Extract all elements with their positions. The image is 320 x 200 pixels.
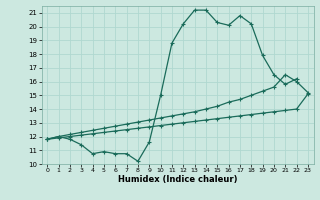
X-axis label: Humidex (Indice chaleur): Humidex (Indice chaleur): [118, 175, 237, 184]
